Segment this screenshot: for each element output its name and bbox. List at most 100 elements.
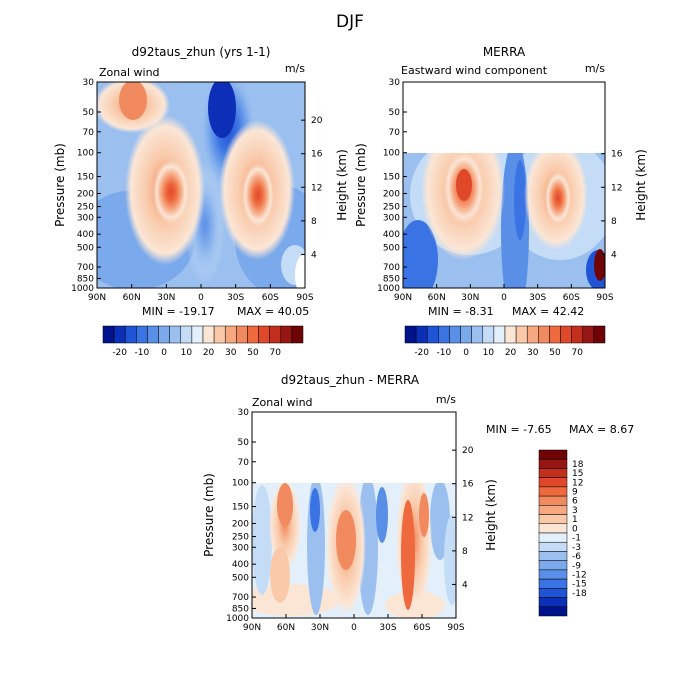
y-tick-label: 500 — [383, 243, 400, 253]
y-tick-label: 100 — [232, 479, 249, 489]
colorbar-label: -15 — [572, 580, 587, 590]
y-tick-label: 1000 — [226, 614, 249, 624]
colorbar: -20 -10 0 10 20 30 50 70 — [102, 325, 304, 358]
colorbar-label: -12 — [572, 571, 587, 581]
colorbar-swatch — [538, 449, 568, 460]
colorbar-label: -18 — [572, 589, 587, 599]
colorbar-label: -10 — [135, 348, 150, 358]
colorbar-swatch — [538, 597, 568, 608]
right-axis-label: Height (km) — [484, 479, 498, 550]
colorbar: -20 -10 0 10 20 30 50 70 — [404, 325, 606, 358]
colorbar-swatch — [538, 458, 568, 469]
colorbar-label: -20 — [414, 348, 429, 358]
x-tick-label: 30N — [461, 293, 479, 303]
colorbar-label: -3 — [572, 543, 581, 553]
panel-units: m/s — [285, 62, 305, 75]
height-tick-label: 12 — [462, 513, 473, 523]
x-tick-label: 30N — [157, 293, 175, 303]
colorbar-swatch — [538, 523, 568, 534]
height-tick-label: 8 — [311, 217, 317, 227]
colorbar-swatch — [102, 325, 115, 344]
panel-units: m/s — [585, 62, 605, 75]
colorbar-swatch — [538, 514, 568, 525]
right-axis-label: Height (km) — [335, 149, 349, 220]
y-tick-label: 500 — [232, 573, 249, 583]
colorbar-label: -1 — [572, 534, 581, 544]
colorbar-swatch — [538, 532, 568, 543]
height-tick-label: 20 — [462, 446, 474, 456]
colorbar-swatch — [493, 325, 506, 344]
colorbar-label: 30 — [527, 348, 539, 358]
colorbar-swatch — [169, 325, 182, 344]
y-axis-label: Pressure (mb) — [202, 473, 216, 557]
y-axis-label: Pressure (mb) — [354, 143, 368, 227]
height-tick-label: 8 — [611, 217, 617, 227]
y-tick-label: 70 — [83, 128, 95, 138]
colorbar-swatch — [236, 325, 248, 344]
y-tick-label: 150 — [77, 173, 94, 183]
colorbar-swatch — [124, 325, 137, 344]
panel-title: d92taus_zhun (yrs 1-1) — [132, 45, 271, 59]
y-tick-label: 70 — [389, 128, 401, 138]
colorbar-swatch — [202, 325, 215, 344]
panel-units: m/s — [436, 393, 456, 406]
colorbar-label: 20 — [203, 348, 215, 358]
y-tick-label: 30 — [238, 408, 250, 418]
x-tick-label: 60N — [123, 293, 141, 303]
colorbar-swatch — [224, 325, 237, 344]
y-tick-label: 100 — [383, 149, 400, 159]
colorbar-label: -20 — [112, 348, 127, 358]
colorbar-label: 9 — [572, 488, 578, 498]
y-tick-label: 200 — [77, 189, 94, 199]
x-tick-label: 30N — [311, 623, 329, 633]
colorbar-swatch — [538, 486, 568, 497]
colorbar-swatch — [538, 505, 568, 515]
colorbar-swatch — [158, 325, 170, 344]
contour-field — [252, 483, 456, 618]
colorbar-swatch — [560, 325, 572, 344]
colorbar-swatch — [538, 477, 568, 488]
min-label: MIN = -7.65 — [486, 423, 552, 436]
colorbar-label: 50 — [549, 348, 561, 358]
y-tick-label: 300 — [383, 213, 400, 223]
colorbar-swatch — [515, 325, 528, 344]
max-label: MAX = 8.67 — [569, 423, 634, 436]
colorbar-swatch — [471, 325, 484, 344]
right-axis-label: Height (km) — [634, 149, 648, 220]
y-tick-label: 300 — [232, 543, 249, 553]
colorbar-swatch — [526, 325, 539, 344]
x-tick-label: 0 — [198, 293, 204, 303]
min-label: MIN = -8.31 — [428, 305, 494, 318]
height-tick-label: 12 — [311, 183, 322, 193]
y-tick-label: 50 — [238, 438, 250, 448]
height-tick-label: 20 — [311, 116, 323, 126]
height-tick-label: 12 — [611, 183, 622, 193]
y-tick-label: 1000 — [71, 284, 94, 294]
y-tick-label: 400 — [232, 560, 249, 570]
colorbar-swatch — [538, 569, 568, 580]
panel-model: d92taus_zhun (yrs 1-1) Zonal wind m/s 30… — [53, 45, 349, 358]
y-tick-label: 250 — [232, 533, 249, 543]
y-tick-label: 150 — [383, 173, 400, 183]
colorbar-swatch — [482, 325, 495, 344]
y-tick-label: 200 — [232, 519, 249, 529]
x-tick-label: 60S — [413, 623, 430, 633]
y-tick-label: 850 — [383, 274, 400, 284]
colorbar-swatch — [404, 325, 417, 344]
x-tick-label: 0 — [501, 293, 507, 303]
colorbar-swatch — [280, 325, 293, 344]
colorbar-label: 18 — [572, 460, 584, 470]
colorbar-label: 20 — [505, 348, 517, 358]
y-tick-label: 850 — [232, 604, 249, 614]
y-tick-label: 1000 — [377, 284, 400, 294]
contour-field — [403, 153, 605, 288]
colorbar-label: 0 — [572, 524, 578, 534]
colorbar-label: 70 — [571, 348, 583, 358]
contour-field — [97, 82, 305, 288]
colorbar-swatch — [438, 325, 450, 344]
y-tick-label: 150 — [232, 503, 249, 513]
colorbar-swatch — [538, 606, 568, 617]
y-tick-label: 50 — [83, 108, 95, 118]
y-tick-label: 500 — [77, 243, 94, 253]
